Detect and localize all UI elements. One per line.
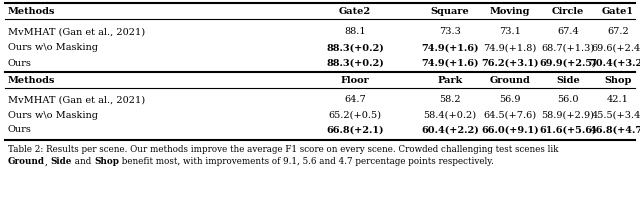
Text: MvMHAT (Gan et al., 2021): MvMHAT (Gan et al., 2021) xyxy=(8,28,145,36)
Text: 67.4: 67.4 xyxy=(557,28,579,36)
Text: 64.5(+7.6): 64.5(+7.6) xyxy=(483,110,536,120)
Text: 70.4(+3.2): 70.4(+3.2) xyxy=(589,58,640,68)
Text: 73.1: 73.1 xyxy=(499,28,521,36)
Text: Ours w\o Masking: Ours w\o Masking xyxy=(8,44,98,52)
Text: Ground: Ground xyxy=(8,157,45,167)
Text: 66.0(+9.1): 66.0(+9.1) xyxy=(481,126,539,134)
Text: 66.8(+2.1): 66.8(+2.1) xyxy=(326,126,384,134)
Text: 69.6(+2.4): 69.6(+2.4) xyxy=(591,44,640,52)
Text: Methods: Methods xyxy=(8,75,56,85)
Text: 74.9(+1.8): 74.9(+1.8) xyxy=(483,44,536,52)
Text: 74.9(+1.6): 74.9(+1.6) xyxy=(421,58,479,68)
Text: 73.3: 73.3 xyxy=(439,28,461,36)
Text: 88.3(+0.2): 88.3(+0.2) xyxy=(326,58,384,68)
Text: Circle: Circle xyxy=(552,7,584,15)
Text: 58.2: 58.2 xyxy=(439,95,461,105)
Text: Ours: Ours xyxy=(8,58,32,68)
Text: 46.8(+4.7): 46.8(+4.7) xyxy=(589,126,640,134)
Text: Ours w\o Masking: Ours w\o Masking xyxy=(8,110,98,120)
Text: benefit most, with improvements of 9.1, 5.6 and 4.7 percentage points respective: benefit most, with improvements of 9.1, … xyxy=(119,157,493,167)
Text: Side: Side xyxy=(556,75,580,85)
Text: Methods: Methods xyxy=(8,7,56,15)
Text: 45.5(+3.4): 45.5(+3.4) xyxy=(591,110,640,120)
Text: 69.9(+2.5): 69.9(+2.5) xyxy=(539,58,597,68)
Text: 76.2(+3.1): 76.2(+3.1) xyxy=(481,58,539,68)
Text: ,: , xyxy=(45,157,51,167)
Text: 65.2(+0.5): 65.2(+0.5) xyxy=(328,110,381,120)
Text: 60.4(+2.2): 60.4(+2.2) xyxy=(421,126,479,134)
Text: Gate2: Gate2 xyxy=(339,7,371,15)
Text: 56.0: 56.0 xyxy=(557,95,579,105)
Text: 68.7(+1.3): 68.7(+1.3) xyxy=(541,44,595,52)
Text: 67.2: 67.2 xyxy=(607,28,629,36)
Text: Gate1: Gate1 xyxy=(602,7,634,15)
Text: Moving: Moving xyxy=(490,7,531,15)
Text: 88.1: 88.1 xyxy=(344,28,366,36)
Text: Floor: Floor xyxy=(340,75,369,85)
Text: Ours: Ours xyxy=(8,126,32,134)
Text: 58.9(+2.9): 58.9(+2.9) xyxy=(541,110,595,120)
Text: Shop: Shop xyxy=(604,75,632,85)
Text: 42.1: 42.1 xyxy=(607,95,629,105)
Text: 64.7: 64.7 xyxy=(344,95,366,105)
Text: Park: Park xyxy=(437,75,463,85)
Text: Table 2: Results per scene. Our methods improve the average F1 score on every sc: Table 2: Results per scene. Our methods … xyxy=(8,146,559,154)
Text: Square: Square xyxy=(431,7,469,15)
Text: and: and xyxy=(72,157,94,167)
Text: 58.4(+0.2): 58.4(+0.2) xyxy=(424,110,477,120)
Text: 61.6(+5.6): 61.6(+5.6) xyxy=(540,126,596,134)
Text: 56.9: 56.9 xyxy=(499,95,521,105)
Text: Ground: Ground xyxy=(490,75,531,85)
Text: 74.9(+1.6): 74.9(+1.6) xyxy=(421,44,479,52)
Text: MvMHAT (Gan et al., 2021): MvMHAT (Gan et al., 2021) xyxy=(8,95,145,105)
Text: Shop: Shop xyxy=(94,157,119,167)
Text: 88.3(+0.2): 88.3(+0.2) xyxy=(326,44,384,52)
Text: Side: Side xyxy=(51,157,72,167)
